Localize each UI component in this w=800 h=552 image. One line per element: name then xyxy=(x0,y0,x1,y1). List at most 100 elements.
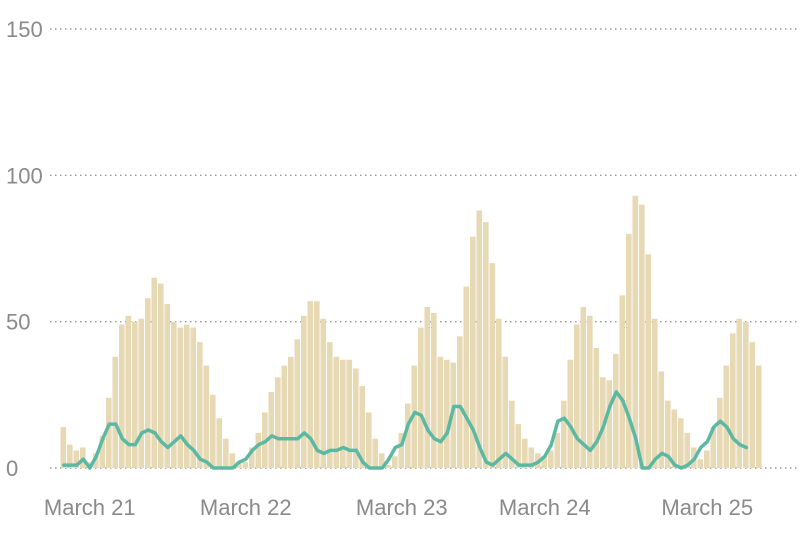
bar xyxy=(216,418,223,468)
bar xyxy=(652,318,658,468)
y-axis: 0 50 100 150 xyxy=(6,17,43,481)
x-tick-label: March 22 xyxy=(200,495,292,520)
bar xyxy=(561,400,567,468)
x-tick-label: March 21 xyxy=(44,495,136,520)
bar xyxy=(710,427,717,468)
bar xyxy=(99,435,106,468)
bar xyxy=(203,365,210,468)
y-tick-label: 50 xyxy=(6,310,30,335)
bar xyxy=(587,315,593,468)
bar xyxy=(431,312,437,468)
bar xyxy=(164,304,171,468)
bar xyxy=(151,277,158,468)
bar xyxy=(359,386,366,468)
bar xyxy=(541,456,548,468)
y-tick-label: 150 xyxy=(6,17,43,42)
bar xyxy=(639,204,645,468)
bar xyxy=(132,321,138,468)
y-tick-label: 100 xyxy=(6,163,43,188)
bar xyxy=(255,432,262,468)
bar xyxy=(177,327,184,468)
bar xyxy=(723,365,730,468)
bar xyxy=(145,298,151,468)
bar xyxy=(483,222,489,468)
bar xyxy=(606,380,613,468)
bar xyxy=(457,336,463,468)
bar xyxy=(548,450,554,468)
bar xyxy=(476,210,483,468)
x-tick-label: March 25 xyxy=(661,495,753,520)
bar xyxy=(184,324,190,468)
bar xyxy=(437,356,444,468)
bar xyxy=(288,356,294,468)
bar xyxy=(73,450,80,468)
bar xyxy=(704,450,710,468)
bar xyxy=(756,365,762,468)
bar xyxy=(405,403,411,468)
bar xyxy=(314,301,320,468)
bar xyxy=(158,283,164,468)
bar xyxy=(444,359,450,468)
bar xyxy=(119,324,125,468)
bar xyxy=(281,365,288,468)
bar xyxy=(496,318,502,468)
bar xyxy=(743,321,749,468)
bar xyxy=(515,424,522,468)
bar xyxy=(320,318,327,468)
bar xyxy=(379,453,385,468)
bar xyxy=(502,356,509,468)
bar xyxy=(190,327,197,468)
bar xyxy=(418,327,424,468)
line-path xyxy=(62,390,749,470)
bar xyxy=(60,427,67,468)
bar xyxy=(398,432,405,468)
bar xyxy=(340,359,346,468)
bar xyxy=(67,444,73,468)
bar xyxy=(229,453,236,468)
bar xyxy=(626,233,632,468)
bar xyxy=(574,324,580,468)
x-tick-label: March 24 xyxy=(499,495,591,520)
bar xyxy=(730,333,736,468)
bar xyxy=(749,342,756,468)
bar xyxy=(125,315,132,468)
bar xyxy=(242,462,249,468)
bar xyxy=(522,438,528,468)
bar xyxy=(197,342,203,468)
x-tick-label: March 23 xyxy=(356,495,448,520)
bar xyxy=(366,412,372,468)
bar xyxy=(346,359,353,468)
bar xyxy=(600,377,606,468)
bar xyxy=(580,307,587,468)
bar xyxy=(210,394,216,468)
bar xyxy=(736,318,743,468)
bar xyxy=(671,409,678,468)
bar xyxy=(236,462,242,468)
bar-series xyxy=(60,195,762,468)
bar xyxy=(392,456,398,468)
bar xyxy=(372,438,379,468)
bar xyxy=(678,418,684,468)
bar xyxy=(470,236,476,468)
bar xyxy=(171,321,177,468)
bar xyxy=(268,391,275,468)
bar xyxy=(632,195,639,468)
bar xyxy=(593,348,600,468)
bar xyxy=(489,263,496,468)
y-tick-label: 0 xyxy=(6,456,18,481)
bar xyxy=(697,459,704,468)
bar xyxy=(301,315,307,468)
bar xyxy=(138,318,145,468)
bar xyxy=(717,397,723,468)
bar xyxy=(353,368,359,468)
bar xyxy=(385,465,392,468)
bar xyxy=(106,397,112,468)
bar xyxy=(333,356,340,468)
bar xyxy=(275,377,281,468)
bar xyxy=(645,254,652,468)
bar xyxy=(619,295,626,468)
bar xyxy=(249,447,255,468)
bar xyxy=(307,301,314,468)
bar xyxy=(327,342,333,468)
